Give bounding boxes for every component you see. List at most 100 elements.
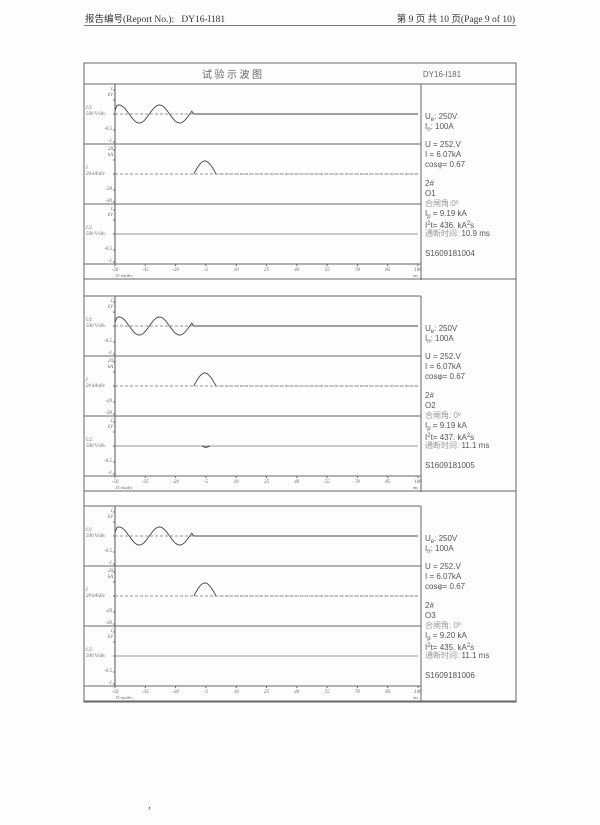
subscript: n — [427, 339, 431, 345]
subscript: e — [430, 117, 435, 123]
y-tick-top: 20 — [108, 569, 114, 574]
x-tick-label: -20 — [172, 268, 179, 273]
voltage-trace — [114, 104, 418, 124]
x-tick-label: 40 — [294, 480, 300, 485]
y-tick-bottom: -1 — [108, 471, 112, 476]
x-tick-label: 100 — [414, 268, 422, 273]
test-current: I = 6.07kA — [425, 572, 462, 581]
header-divider — [84, 25, 516, 26]
x-tick-label: 70 — [355, 480, 361, 485]
channel-name: I — [85, 378, 88, 383]
x-tick-label: -35 — [142, 690, 149, 695]
x-tick-label: -35 — [142, 480, 149, 485]
rated-voltage: Ue: 250V — [425, 112, 457, 125]
value: 10.9 ms — [459, 229, 490, 238]
closing-angle: 合闸角: 0º — [425, 411, 461, 420]
break-time: 通断时间: 11.1 ms — [425, 441, 489, 451]
value: = 9.19 kA — [430, 421, 467, 430]
x-tick-label: 55 — [325, 268, 331, 273]
x-scale-label: 15 ms/div — [115, 695, 132, 700]
y-tick-bottom: -30 — [105, 621, 112, 626]
unit-tail: s — [470, 643, 475, 652]
value: : 250V — [434, 534, 458, 543]
x-scale-label: 15 ms/div — [115, 273, 132, 278]
value: 11.1 ms — [459, 651, 490, 660]
joule-integral: I2t= 435. kA2s — [425, 641, 474, 653]
channel-scale: 20 kA/div — [86, 172, 106, 177]
channel-name: U2 — [86, 648, 93, 653]
x-tick-label: 100 — [414, 480, 422, 485]
y-tick-bottom: -1 — [108, 561, 112, 566]
x-unit-label: ms — [413, 485, 418, 490]
x-tick-label: -5 — [204, 690, 209, 695]
x-tick-label: -50 — [112, 268, 119, 273]
x-tick-label: 70 — [355, 268, 361, 273]
channel-name: U1 — [86, 106, 92, 111]
value: : 100A — [430, 122, 454, 131]
current-trace — [193, 582, 217, 597]
y-tick-mid: -0.5 — [104, 549, 112, 554]
label: 通断时间: — [425, 441, 460, 450]
peak-current: Ip = 9.19 kA — [425, 421, 467, 434]
operation: O3 — [425, 611, 436, 620]
subscript: p — [427, 426, 431, 432]
y-tick-top: 1 — [111, 207, 114, 212]
y-unit-label: kA — [108, 365, 114, 370]
y-tick-mid: -0.5 — [104, 459, 112, 464]
y-tick-bottom: -1 — [108, 681, 112, 686]
channel-scale: 20 kA/div — [86, 594, 106, 599]
label: I — [425, 544, 428, 553]
subscript: n — [427, 127, 431, 133]
channel-scale: 500 V/div — [86, 112, 106, 117]
peak-current: Ip = 9.19 kA — [425, 209, 467, 222]
break-time: 通断时间: 10.9 ms — [425, 229, 490, 239]
subscript: p — [427, 636, 431, 642]
x-tick-label: 25 — [264, 690, 270, 695]
power-factor: cosφ= 0.67 — [425, 582, 466, 591]
current-trace — [193, 372, 217, 387]
record-id: S1609181005 — [425, 461, 475, 470]
channel-name: I — [85, 588, 88, 593]
y-tick-mid: -0.5 — [104, 669, 112, 674]
closing-angle: 合闸角:0º — [425, 199, 459, 208]
y-tick-mid: -20 — [105, 609, 112, 614]
x-tick-label: -35 — [142, 268, 149, 273]
x-tick-label: 85 — [385, 268, 391, 273]
channel-name: U1 — [86, 528, 92, 533]
x-tick-label: 85 — [385, 690, 391, 695]
value: 11.1 ms — [459, 441, 490, 450]
joule-integral: I2t= 437. kA2s — [425, 431, 474, 443]
x-tick-label: 55 — [325, 480, 331, 485]
x-tick-label: 55 — [325, 690, 331, 695]
break-time: 通断时间: 11.1 ms — [425, 651, 489, 661]
record-id: S1609181006 — [425, 671, 475, 680]
subscript: p — [427, 214, 431, 220]
y-tick-top: 1 — [111, 419, 114, 424]
channel-scale: 500 V/div — [86, 654, 106, 659]
power-factor: cosφ= 0.67 — [425, 160, 466, 169]
label: I — [425, 334, 428, 343]
subscript: e — [430, 539, 435, 545]
channel-name: I — [85, 166, 88, 171]
x-tick-label: 10 — [234, 268, 240, 273]
x-tick-label: 100 — [414, 690, 422, 695]
x-tick-label: 85 — [385, 480, 391, 485]
x-unit-label: ms — [413, 273, 418, 278]
y-tick-bottom: -30 — [105, 199, 112, 204]
rated-current: In: 100A — [425, 544, 454, 557]
unit-tail: s — [470, 221, 475, 230]
x-tick-label: 40 — [294, 268, 300, 273]
y-unit-label: kV — [108, 425, 114, 430]
peak-current: Ip = 9.20 kA — [425, 631, 467, 644]
label: U — [425, 324, 431, 333]
label: U — [425, 112, 431, 121]
power-factor: cosφ= 0.67 — [425, 372, 466, 381]
closing-angle: 合闸角: 0º — [425, 621, 461, 630]
y-tick-top: 1 — [111, 629, 114, 634]
y-tick-mid: -0.5 — [104, 247, 112, 252]
unit-superscript: 2 — [466, 643, 471, 649]
y-tick-top: 1 — [111, 87, 114, 92]
x-unit-label: ms — [413, 695, 418, 700]
